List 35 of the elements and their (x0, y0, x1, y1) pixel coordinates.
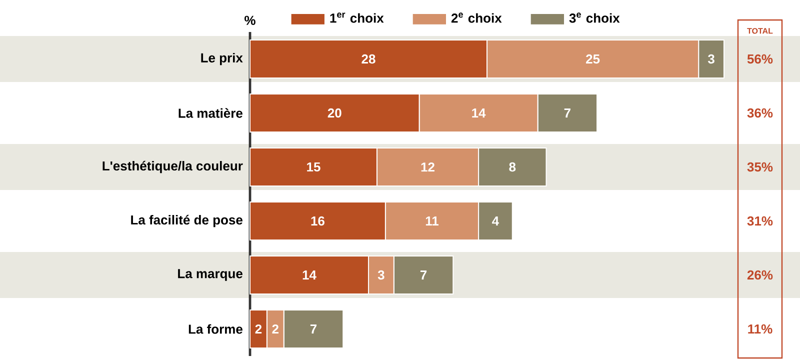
text: 35% (747, 162, 773, 172)
legend-label: 3$^{e}$ choix (569, 12, 620, 23)
y-tick-label: La facilité de pose (131, 214, 242, 228)
data-label: 2 (272, 324, 278, 334)
data-label: 3 (708, 54, 714, 64)
data-label: 11 (426, 216, 438, 226)
legend-label: 1$^{er}$ choix (330, 12, 384, 23)
y-tick-label: La forme (188, 324, 242, 334)
data-label: 20 (328, 108, 342, 118)
data-label: 7 (310, 324, 317, 334)
legend-label: 2$^{e}$ choix (451, 12, 502, 23)
data-label: 8 (509, 162, 516, 172)
data-label: 12 (421, 162, 434, 172)
data-label: 2 (255, 324, 262, 334)
text: TOTAL (747, 28, 773, 34)
data-label: 16 (311, 216, 324, 226)
data-label: 15 (307, 162, 320, 172)
x-axis-title: % (244, 16, 256, 25)
y-tick-label: L'esthétique/la couleur (102, 160, 243, 174)
data-label: 14 (302, 270, 316, 280)
data-label: 28 (362, 54, 376, 64)
data-label: 7 (564, 108, 570, 118)
y-tick-label: La marque (178, 269, 242, 281)
text: 36% (747, 108, 773, 118)
text: 26% (747, 270, 773, 280)
data-label: 25 (586, 54, 600, 64)
text: 11% (748, 324, 772, 334)
data-label: 4 (492, 216, 499, 226)
y-tick-label: Le prix (201, 52, 243, 66)
text: 31% (747, 216, 773, 226)
data-label: 14 (472, 108, 486, 118)
text: 56% (747, 54, 773, 64)
data-label: 3 (378, 270, 384, 280)
y-tick-label: La matière (178, 108, 242, 118)
data-label: 7 (420, 270, 427, 280)
